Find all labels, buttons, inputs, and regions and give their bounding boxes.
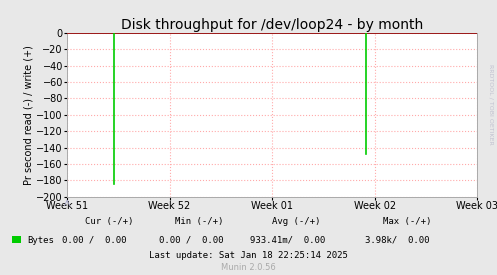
- Text: Bytes: Bytes: [27, 236, 54, 244]
- Text: 933.41m/  0.00: 933.41m/ 0.00: [249, 236, 325, 244]
- Text: RRDTOOL / TOBI OETIKER: RRDTOOL / TOBI OETIKER: [489, 64, 494, 145]
- Text: Avg (-/+): Avg (-/+): [271, 217, 320, 226]
- Text: 3.98k/  0.00: 3.98k/ 0.00: [365, 236, 430, 244]
- Title: Disk throughput for /dev/loop24 - by month: Disk throughput for /dev/loop24 - by mon…: [121, 18, 423, 32]
- Text: 0.00 /  0.00: 0.00 / 0.00: [159, 236, 224, 244]
- Text: Min (-/+): Min (-/+): [174, 217, 223, 226]
- Text: 0.00 /  0.00: 0.00 / 0.00: [62, 236, 127, 244]
- Text: Last update: Sat Jan 18 22:25:14 2025: Last update: Sat Jan 18 22:25:14 2025: [149, 251, 348, 260]
- Y-axis label: Pr second read (-) / write (+): Pr second read (-) / write (+): [23, 45, 33, 185]
- Text: Cur (-/+): Cur (-/+): [85, 217, 134, 226]
- Text: Max (-/+): Max (-/+): [383, 217, 432, 226]
- Text: Munin 2.0.56: Munin 2.0.56: [221, 263, 276, 272]
